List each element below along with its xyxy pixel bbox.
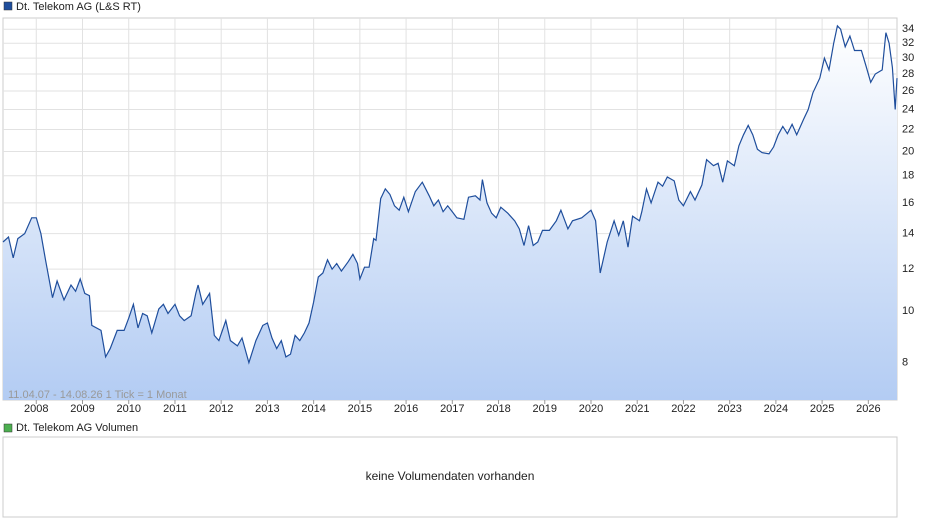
y-tick-label: 10 <box>902 305 914 317</box>
x-tick-label: 2019 <box>533 403 557 415</box>
y-tick-label: 18 <box>902 170 914 182</box>
y-tick-label: 8 <box>902 356 908 368</box>
y-tick-label: 20 <box>902 145 914 157</box>
legend-label: Dt. Telekom AG Volumen <box>16 422 138 434</box>
x-tick-label: 2015 <box>348 403 372 415</box>
legend-swatch <box>3 1 13 11</box>
y-tick-label: 14 <box>902 228 914 240</box>
line <box>2 24 898 365</box>
y-tick-label: 32 <box>902 37 914 49</box>
y-tick-label: 28 <box>902 68 914 80</box>
legend-label: Dt. Telekom AG (L&S RT) <box>16 1 141 13</box>
x-tick-label: 2018 <box>486 403 510 415</box>
area <box>3 25 897 401</box>
x-tick-label: 2020 <box>579 403 603 415</box>
x-tick-label: 2024 <box>764 403 788 415</box>
x-tick-label: 2016 <box>394 403 418 415</box>
y-tick-label: 30 <box>902 52 914 64</box>
x-tick-label: 2010 <box>116 403 140 415</box>
x-tick-label: 2012 <box>209 403 233 415</box>
y-tick-label: 34 <box>902 23 914 35</box>
x-tick-label: 2026 <box>856 403 880 415</box>
y-tick-label: 16 <box>902 197 914 209</box>
x-tick-label: 2011 <box>163 403 187 415</box>
x-tick-label: 2023 <box>717 403 741 415</box>
y-tick-label: 12 <box>902 263 914 275</box>
x-tick-label: 2022 <box>671 403 695 415</box>
x-tick-label: 2021 <box>625 403 649 415</box>
y-tick-label: 26 <box>902 85 914 97</box>
y-tick-label: 22 <box>902 123 914 135</box>
x-tick-label: 2014 <box>301 403 325 415</box>
volume-panel <box>2 436 898 518</box>
legend-swatch <box>3 423 13 433</box>
x-tick-label: 2013 <box>255 403 279 415</box>
annotation: 11.04.07 - 14.08.26 1 Tick = 1 Monat <box>8 389 187 401</box>
y-tick-label: 24 <box>902 103 914 115</box>
x-tick-label: 2017 <box>440 403 464 415</box>
no-data-message: keine Volumendaten vorhanden <box>366 469 535 483</box>
x-tick-label: 2009 <box>70 403 94 415</box>
x-tick-label: 2025 <box>810 403 834 415</box>
x-tick-label: 2008 <box>24 403 48 415</box>
